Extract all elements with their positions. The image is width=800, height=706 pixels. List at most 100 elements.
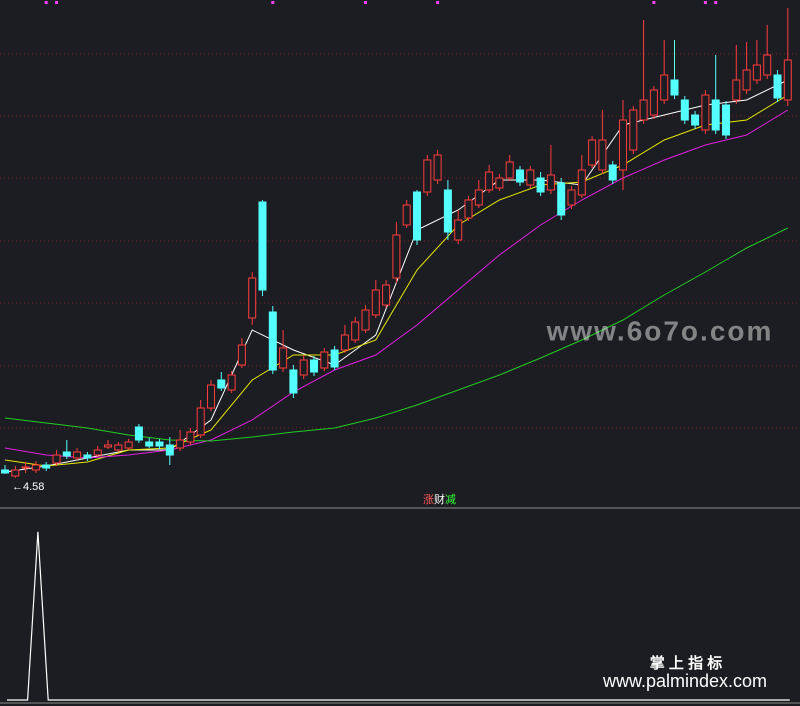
candle-body (608, 164, 617, 181)
candle-body (52, 454, 61, 464)
candle-body (567, 189, 576, 206)
candle-body (649, 89, 658, 116)
candle-body (433, 154, 442, 181)
candle-body (505, 161, 514, 179)
candle-body (783, 59, 792, 101)
candle-body (392, 234, 401, 279)
candles (1, 8, 792, 478)
candle-body (104, 444, 112, 448)
candle-body (577, 169, 586, 196)
candle-body (752, 64, 761, 81)
candle-body (1, 469, 9, 474)
watermark: www.palmindex.com (602, 671, 767, 691)
indicator-title: 涨财减 (423, 492, 456, 506)
candle-body (320, 351, 329, 369)
candle-body (670, 79, 679, 96)
candle-body (237, 344, 246, 366)
candle-body (557, 182, 566, 216)
watermark: www.6o7o.com (546, 315, 774, 346)
low-marker: ←4.58 (12, 481, 44, 493)
candle-body (155, 441, 164, 447)
candle-body (413, 191, 421, 241)
candle-body (732, 79, 741, 101)
candle-body (186, 431, 195, 443)
candle-body (423, 159, 432, 193)
annotations: ←4.58 涨财减 (7, 1, 790, 701)
candle-body (722, 104, 730, 136)
candle-body (516, 169, 524, 183)
candle-body (495, 177, 504, 189)
candle-body (526, 169, 535, 186)
candle-body (474, 189, 483, 206)
candle-body (485, 171, 494, 191)
candle-body (124, 441, 133, 449)
candle-body (691, 114, 700, 126)
candle-body (258, 201, 267, 291)
ma-line (4, 109, 789, 459)
candle-body (207, 384, 215, 409)
candle-body (299, 359, 308, 376)
candle-body (443, 189, 452, 233)
candle-body (340, 334, 349, 351)
candle-body (217, 379, 226, 389)
candle-body (763, 54, 772, 76)
candle-body (42, 464, 51, 469)
candle-body (248, 277, 257, 319)
indicator-title-part: 财 (434, 492, 445, 506)
ma-line (4, 94, 789, 467)
signal-marker (652, 1, 656, 4)
candle-body (73, 451, 82, 459)
indicator-line (7, 531, 790, 701)
candle-body (619, 119, 627, 171)
candle-body (546, 174, 555, 191)
candle-body (454, 219, 463, 241)
candle-body (310, 359, 318, 373)
candle-body (134, 426, 143, 441)
candle-body (629, 109, 638, 151)
candle-body (165, 444, 174, 456)
candle-body (62, 451, 71, 457)
signal-marker (271, 1, 275, 4)
candle-body (196, 407, 205, 436)
candle-body (660, 74, 669, 101)
candle-body (382, 284, 391, 306)
candle-body (176, 439, 185, 449)
signal-marker (714, 1, 718, 4)
signal-marker (364, 1, 367, 4)
candle-body (93, 449, 102, 456)
candle-body (773, 74, 782, 99)
candle-body (31, 464, 40, 471)
signal-marker (703, 1, 707, 4)
watermark: 掌 上 指 标 (650, 654, 723, 672)
candle-body (279, 347, 288, 369)
candle-body (371, 289, 380, 316)
candle-body (351, 321, 360, 341)
signal-marker (44, 1, 48, 4)
candle-body (145, 441, 154, 447)
candle-body (114, 444, 123, 451)
candle-body (536, 177, 545, 193)
candle-body (588, 139, 597, 166)
indicator-title-part: 涨 (423, 493, 434, 506)
signal-marker (55, 1, 58, 4)
candle-body (464, 199, 473, 219)
candle-body (742, 69, 751, 91)
candle-body (289, 369, 298, 394)
candle-body (83, 454, 92, 459)
candle-body (701, 94, 710, 131)
signal-marker (436, 1, 440, 4)
candle-body (598, 139, 607, 171)
candle-body (361, 309, 370, 331)
candle-body (227, 374, 236, 391)
candle-body (680, 99, 689, 121)
candle-body (268, 311, 277, 371)
candle-body (402, 204, 411, 226)
candle-body (21, 466, 30, 469)
candle-body (639, 99, 648, 121)
candle-body (330, 349, 339, 368)
candle-body (11, 469, 20, 477)
indicator-title-part: 减 (445, 493, 456, 506)
candle-body (711, 99, 720, 131)
